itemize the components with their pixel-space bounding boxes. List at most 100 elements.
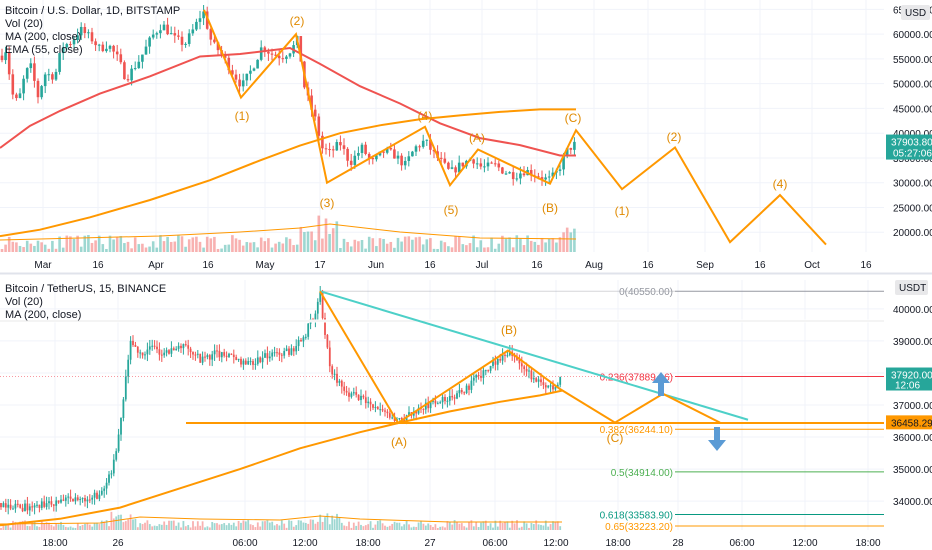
bottom-volume-bar xyxy=(477,527,480,530)
bottom-candle-body xyxy=(364,397,367,404)
top-volume-bar xyxy=(569,232,573,252)
top-volume-bar xyxy=(263,241,267,252)
bottom-wave-label: (A) xyxy=(391,435,407,449)
bottom-volume-bar xyxy=(412,526,415,530)
bottom-volume-bar xyxy=(117,514,120,530)
bottom-indicators xyxy=(0,389,563,527)
bottom-y-tick-label: 34000.00 xyxy=(893,497,932,508)
bottom-candle-body xyxy=(220,352,223,358)
top-wave-drawing[interactable]: (1) (2) (3) (4) (5) (A) (B) (C) (1) (2) (4) xyxy=(203,9,827,246)
top-candle-body xyxy=(501,167,504,174)
top-volume-bar xyxy=(90,242,94,252)
bottom-candle-body xyxy=(16,503,19,505)
bottom-candle-body xyxy=(208,355,211,360)
bottom-candle-body xyxy=(204,356,206,358)
bottom-volume-bar xyxy=(79,525,82,530)
bottom-candle-body xyxy=(386,411,389,414)
top-volume-bar xyxy=(349,246,353,252)
top-volume-bar xyxy=(411,239,414,252)
top-time-axis[interactable]: Mar 16 Apr 16 May 17 Jun 16 Jul 16 Aug 16 Sep 16 Oct 16 xyxy=(34,260,872,271)
bottom-volume-bar xyxy=(374,524,377,530)
bottom-candle-body xyxy=(391,417,394,419)
bottom-volume-bar xyxy=(444,527,446,530)
top-candle-body xyxy=(177,35,180,37)
bottom-candle-body xyxy=(468,385,470,390)
bottom-volume-bar xyxy=(453,520,456,530)
top-price-axis[interactable]: 65000.0060000.0055000.0050000.0045000.00… xyxy=(884,0,932,272)
bottom-price-axis-bg xyxy=(884,280,932,550)
bottom-price-tag xyxy=(886,367,932,391)
bottom-volume-bar xyxy=(540,524,542,530)
top-candle-body xyxy=(159,30,162,34)
bottom-legend[interactable]: Bitcoin / TetherUS, 15, BINANCE Vol (20)… xyxy=(5,283,166,322)
bottom-candle-body xyxy=(487,370,490,372)
bottom-volume-bar xyxy=(544,520,547,530)
bottom-volume-bar xyxy=(33,520,36,530)
fib-retracement[interactable]: 0(40550.00) 0.236(37889.16) 0.382(36244.10… xyxy=(0,287,884,533)
bottom-candle-body xyxy=(38,504,41,508)
fib-level-label: 0.236(37889.16) xyxy=(600,373,673,384)
top-candle-body xyxy=(33,63,36,81)
top-candle-body xyxy=(72,40,76,45)
bottom-candle-body xyxy=(355,392,358,395)
top-volume-bar xyxy=(288,238,292,252)
top-candle-body xyxy=(565,147,569,157)
top-volume-bar xyxy=(202,247,205,252)
top-wave-label: (A) xyxy=(469,131,485,145)
top-candle-body xyxy=(187,33,191,44)
top-candle-body xyxy=(0,55,4,61)
bottom-volume-bar xyxy=(201,521,204,530)
top-candle-body xyxy=(180,36,184,45)
bottom-drawings[interactable]: (A) (B) (C) xyxy=(0,290,885,451)
top-volume-bar xyxy=(389,241,393,252)
bottom-volume-bar xyxy=(182,520,185,530)
bottom-candle-body xyxy=(302,337,305,342)
top-volume-bar xyxy=(285,237,288,252)
top-volume-bar xyxy=(97,235,101,252)
top-legend[interactable]: Bitcoin / U.S. Dollar, 1D, BITSTAMP Vol … xyxy=(5,5,180,57)
bottom-candle-body xyxy=(340,380,343,387)
bottom-chart-panel[interactable]: 0(40550.00) 0.236(37889.16) 0.382(36244.10… xyxy=(0,280,932,550)
top-volume-bar xyxy=(22,247,25,252)
bottom-candle-body xyxy=(427,402,430,409)
top-volume-bar xyxy=(540,237,544,252)
top-volume-bar xyxy=(238,239,241,252)
top-volume-bar xyxy=(450,247,454,252)
bottom-candle-body xyxy=(283,351,286,356)
bottom-candle-body xyxy=(480,375,482,378)
bottom-candle-body xyxy=(144,354,146,356)
bottom-candle-body xyxy=(537,379,540,382)
top-volume-bar xyxy=(123,243,126,252)
bottom-volume-bar xyxy=(40,521,43,530)
top-candle-body xyxy=(486,162,490,167)
bottom-volume-bar xyxy=(103,521,106,530)
top-wave-label: (1) xyxy=(235,109,250,123)
bottom-candle-body xyxy=(115,451,118,460)
top-volume-bar xyxy=(245,242,249,252)
top-candle-body xyxy=(115,51,119,55)
bottom-volume-bar xyxy=(7,524,10,530)
bottom-price-axis[interactable]: 40000.0039000.0038000.0037000.0036000.00… xyxy=(884,280,932,550)
top-volume-bar xyxy=(497,243,501,252)
bottom-volume-bar xyxy=(187,525,190,530)
top-candle-body xyxy=(169,33,173,35)
top-volume-bar xyxy=(360,240,364,252)
top-candle-body xyxy=(360,144,364,154)
top-volume-bar xyxy=(465,245,468,252)
bottom-volume-bar xyxy=(436,527,439,530)
top-candle-body xyxy=(317,116,321,136)
bottom-time-axis[interactable]: 18:00 26 06:00 12:00 18:00 27 06:00 12:00 18:00 2… xyxy=(42,538,880,549)
fib-level-label: 0.382(36244.10) xyxy=(600,425,673,436)
bottom-volume-bar xyxy=(254,527,257,530)
bottom-volume-bar xyxy=(295,525,298,530)
bottom-volume-bar xyxy=(146,520,149,530)
bottom-volume-bar xyxy=(300,520,302,530)
bottom-candle-body xyxy=(324,318,326,335)
top-volume-bar xyxy=(493,248,497,252)
bottom-candle-body xyxy=(98,494,101,499)
top-volume-bar xyxy=(7,236,11,252)
top-candle-body xyxy=(51,74,54,80)
top-volume-bar xyxy=(378,238,382,252)
top-chart-panel[interactable]: (1)(2)(3)(4)(5)(A)(B)(C)(1)(2)(4) 65000.… xyxy=(0,0,932,272)
